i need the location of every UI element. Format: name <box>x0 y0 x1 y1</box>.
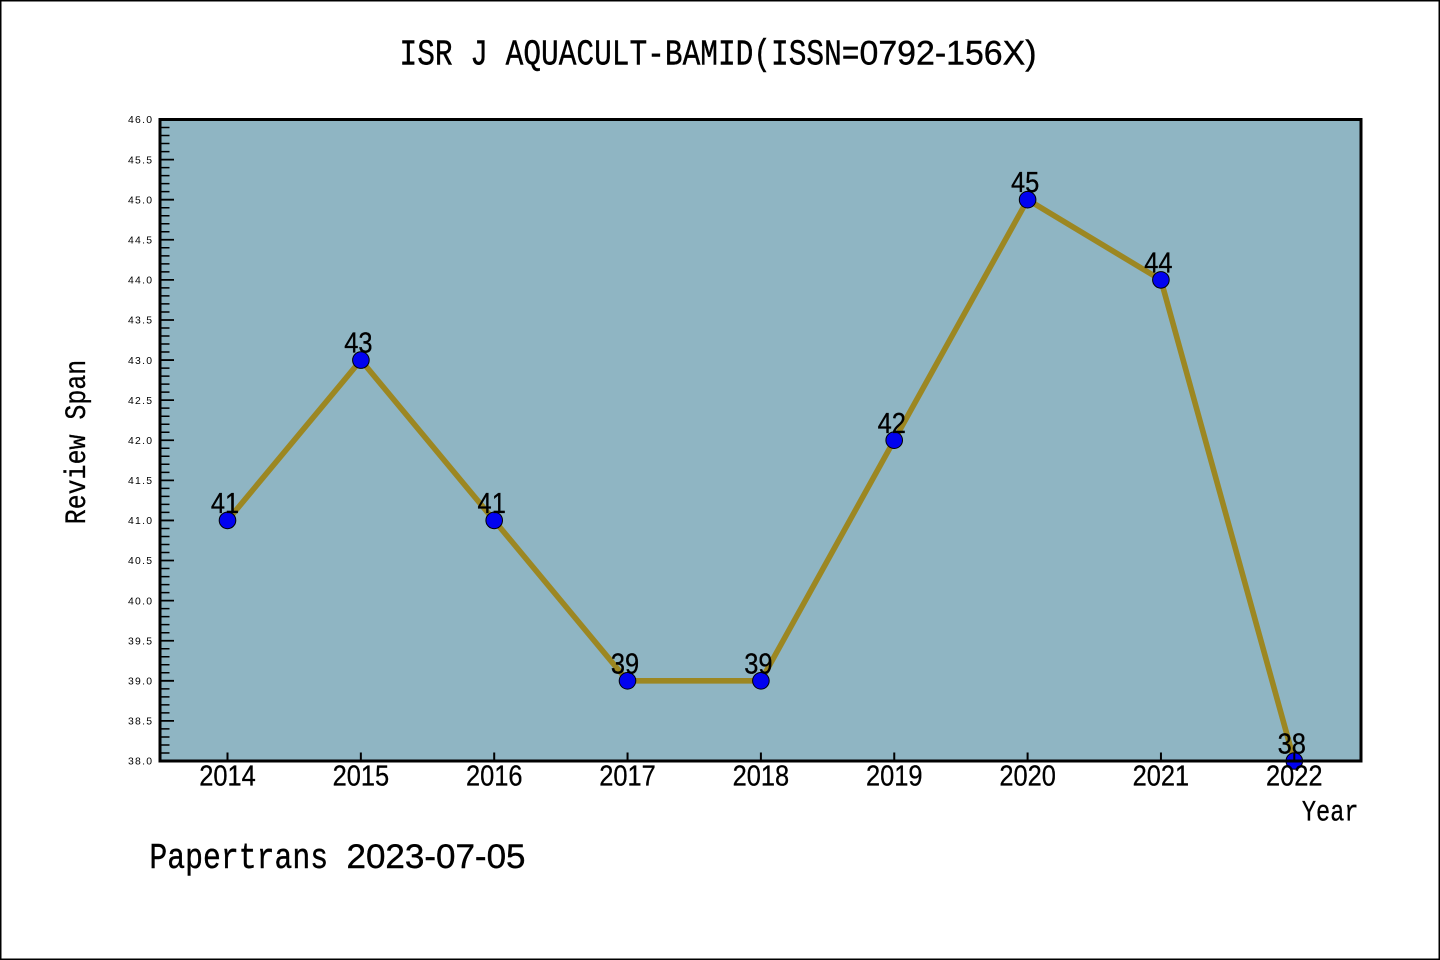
svg-text:2021: 2021 <box>1133 761 1190 793</box>
svg-text:2023-07-05: 2023-07-05 <box>347 838 526 876</box>
svg-text:Papertrans: Papertrans <box>149 838 346 879</box>
svg-text:45.0: 45.0 <box>128 195 152 206</box>
svg-text:44: 44 <box>1144 247 1172 279</box>
svg-text:42.5: 42.5 <box>128 396 152 407</box>
svg-text:43: 43 <box>344 328 372 360</box>
svg-text:40.5: 40.5 <box>128 556 152 567</box>
svg-text:41: 41 <box>211 488 239 520</box>
svg-text:43.0: 43.0 <box>128 356 152 367</box>
svg-text:41: 41 <box>478 488 506 520</box>
svg-text:39: 39 <box>611 648 639 680</box>
svg-text:2018: 2018 <box>733 761 790 793</box>
svg-text:42: 42 <box>878 408 906 440</box>
svg-text:0792-156X): 0792-156X) <box>860 35 1037 73</box>
svg-text:38: 38 <box>1278 729 1306 761</box>
svg-text:45: 45 <box>1011 167 1039 199</box>
svg-text:38.5: 38.5 <box>128 717 152 728</box>
svg-text:ISR J AQUACULT-BAMID(ISSN=: ISR J AQUACULT-BAMID(ISSN= <box>400 35 860 76</box>
svg-text:45.5: 45.5 <box>128 155 152 166</box>
svg-text:41.5: 41.5 <box>128 476 152 487</box>
svg-text:42.0: 42.0 <box>128 436 152 447</box>
svg-text:39.0: 39.0 <box>128 677 152 688</box>
svg-text:Review Span: Review Span <box>61 360 95 525</box>
svg-text:39: 39 <box>744 648 772 680</box>
svg-text:2020: 2020 <box>999 761 1056 793</box>
svg-text:2022: 2022 <box>1266 761 1323 793</box>
svg-text:46.0: 46.0 <box>128 115 152 126</box>
svg-text:2015: 2015 <box>333 761 390 793</box>
svg-text:Year: Year <box>1302 797 1359 831</box>
svg-text:38.0: 38.0 <box>128 757 152 768</box>
svg-text:44.5: 44.5 <box>128 236 152 247</box>
svg-text:44.0: 44.0 <box>128 276 152 287</box>
svg-text:2016: 2016 <box>466 761 523 793</box>
svg-text:2019: 2019 <box>866 761 923 793</box>
svg-text:2017: 2017 <box>599 761 656 793</box>
svg-text:41.0: 41.0 <box>128 516 152 527</box>
svg-text:40.0: 40.0 <box>128 596 152 607</box>
svg-text:2014: 2014 <box>199 761 256 793</box>
svg-text:43.5: 43.5 <box>128 316 152 327</box>
svg-text:39.5: 39.5 <box>128 636 152 647</box>
